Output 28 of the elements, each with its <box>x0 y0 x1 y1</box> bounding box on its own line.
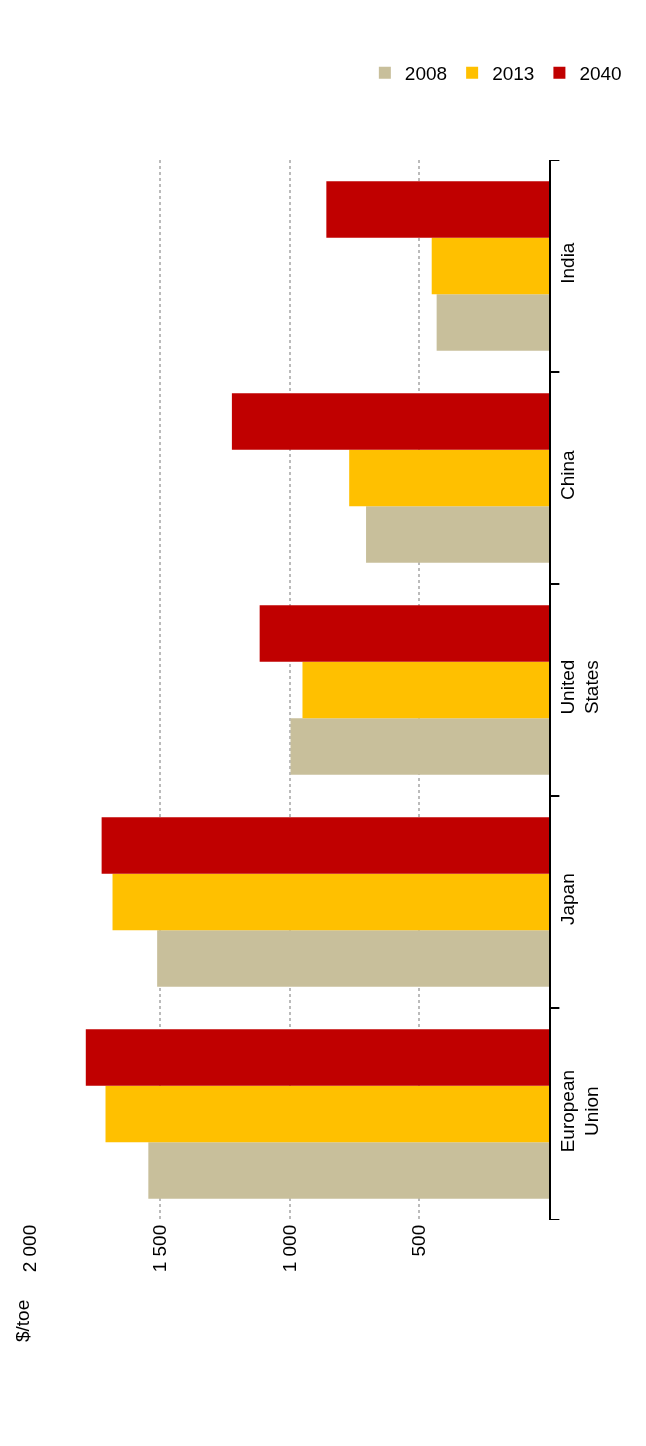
y-tick-label: United States <box>556 659 603 715</box>
bar <box>259 605 549 662</box>
y-tick-label: European Union <box>556 1069 603 1153</box>
y-tick-label: India <box>556 242 578 284</box>
bar <box>105 1085 549 1143</box>
text: $/toe <box>12 1299 33 1342</box>
x-tick-label: 1 000 <box>278 1224 300 1273</box>
x-tick-label: 2 000 <box>19 1224 41 1273</box>
bar <box>431 237 549 295</box>
legend-label: 2040 <box>579 63 622 85</box>
bar <box>290 718 549 775</box>
bar <box>349 449 549 507</box>
y-tick-label: China <box>556 449 578 500</box>
legend-label: 2013 <box>492 63 535 85</box>
y-tick-label: Japan <box>556 873 578 926</box>
bar <box>148 1142 549 1199</box>
bar <box>85 1029 549 1086</box>
bar <box>101 817 549 874</box>
bar <box>326 181 549 238</box>
x-tick-label: 1 500 <box>148 1224 170 1273</box>
x-tick-label: 500 <box>408 1224 430 1257</box>
bar <box>157 930 549 987</box>
bar <box>231 393 549 450</box>
bar <box>302 661 549 719</box>
bar <box>436 294 549 351</box>
bar <box>112 873 549 931</box>
bar <box>366 506 549 563</box>
legend-label: 2008 <box>404 63 448 85</box>
